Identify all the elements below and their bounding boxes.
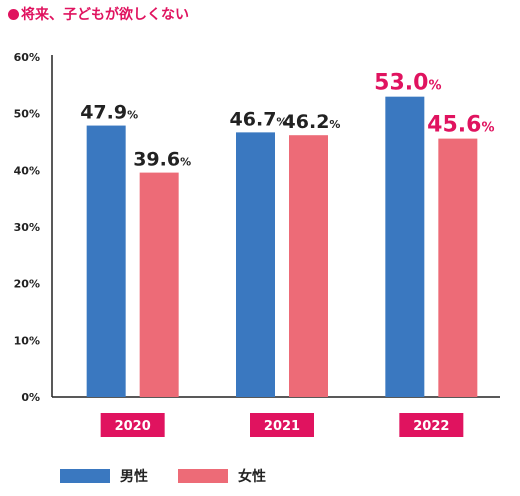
category-badge-2021	[250, 413, 314, 437]
y-tick-label: 0%	[21, 391, 40, 404]
y-tick-label: 40%	[14, 164, 40, 177]
data-label-male-2022: 53.0%	[374, 71, 441, 96]
data-label-male-2020: 47.9%	[80, 102, 138, 124]
x-tick-label: 2021	[264, 419, 300, 434]
bar-male-2022	[385, 96, 425, 398]
legend-item-male: 男性	[60, 466, 148, 486]
chart-title: 将来、子どもが欲しくない	[8, 4, 189, 24]
bullet-icon	[8, 9, 19, 20]
x-tick-label: 2022	[413, 419, 449, 434]
y-tick-label: 60%	[14, 51, 40, 64]
bar-male-2021	[236, 132, 275, 397]
y-tick-label: 30%	[14, 221, 40, 234]
x-tick-label: 2020	[115, 419, 151, 434]
bar-male-2020	[86, 125, 126, 398]
bar-female-2021	[289, 135, 328, 397]
data-label-female-2022: 45.6%	[427, 113, 494, 138]
y-tick-label: 50%	[14, 108, 40, 121]
legend: 男性 女性	[60, 466, 286, 486]
legend-swatch-male	[60, 469, 110, 483]
category-badge-2020	[100, 413, 165, 437]
data-label-female-2021: 46.2%	[283, 111, 341, 133]
bar-female-2020	[139, 172, 179, 397]
y-tick-label: 20%	[14, 278, 40, 291]
data-label-male-2021: 46.7%	[230, 108, 288, 130]
bar-female-2022	[438, 138, 478, 397]
legend-label-female: 女性	[238, 469, 266, 485]
legend-swatch-female	[178, 469, 228, 483]
y-tick-label: 10%	[14, 334, 40, 347]
chart-title-text: 将来、子どもが欲しくない	[21, 7, 189, 23]
data-label-female-2020: 39.6%	[133, 149, 191, 171]
legend-item-female: 女性	[178, 466, 266, 486]
legend-label-male: 男性	[120, 469, 148, 485]
category-badge-2022	[399, 413, 464, 437]
